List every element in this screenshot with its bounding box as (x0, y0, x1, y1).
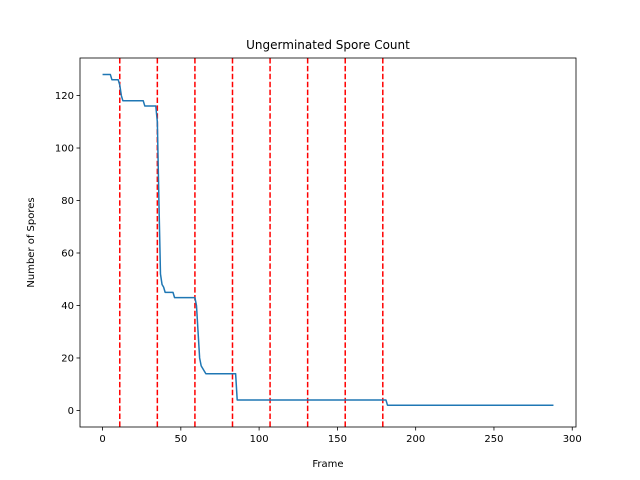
y-tick-label-80: 80 (61, 196, 74, 207)
y-axis-title: Number of Spores (26, 197, 37, 287)
series-layer (102, 73, 554, 406)
y-tick-label-60: 60 (61, 248, 74, 259)
chart-title: Ungerminated Spore Count (246, 38, 410, 52)
vertical-lines (119, 58, 384, 427)
x-tick-label-300: 300 (563, 434, 582, 445)
y-tick-label-100: 100 (55, 144, 74, 155)
y-axis: 0 20 40 60 80 100 120 (55, 91, 80, 417)
x-axis: 0 50 100 150 200 250 300 (99, 427, 582, 445)
x-axis-title: Frame (312, 459, 343, 470)
y-tick-label-0: 0 (68, 406, 74, 417)
x-tick-label-250: 250 (484, 434, 503, 445)
y-tick-label-20: 20 (61, 353, 74, 364)
x-tick-label-200: 200 (406, 434, 425, 445)
x-tick-label-100: 100 (250, 434, 269, 445)
x-tick-label-0: 0 (99, 434, 105, 445)
series-line-0 (102, 73, 554, 406)
plot-frame (79, 57, 577, 428)
x-tick-label-50: 50 (174, 434, 187, 445)
y-tick-label-40: 40 (61, 301, 74, 312)
y-tick-label-120: 120 (55, 91, 74, 102)
x-tick-label-150: 150 (328, 434, 347, 445)
